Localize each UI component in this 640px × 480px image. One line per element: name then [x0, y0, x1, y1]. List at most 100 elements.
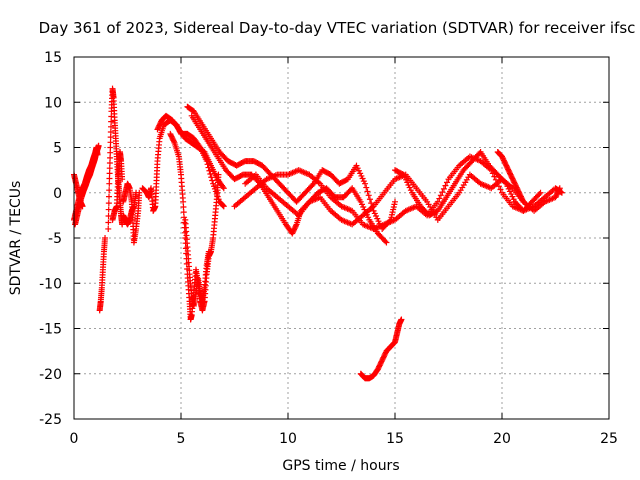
- data-point: [133, 189, 140, 196]
- data-point: [220, 185, 227, 192]
- x-tick-label: 15: [386, 431, 404, 447]
- data-point: [536, 191, 543, 198]
- data-point: [79, 203, 86, 210]
- plot-frame: [73, 56, 610, 420]
- data-point: [497, 186, 504, 193]
- data-point: [105, 219, 112, 226]
- data-point: [180, 198, 187, 205]
- data-point: [437, 192, 444, 199]
- data-point: [107, 123, 114, 130]
- data-point: [215, 171, 222, 178]
- data-point: [366, 196, 373, 203]
- data-point: [364, 188, 371, 195]
- series-band-b: [242, 171, 563, 228]
- data-point: [368, 200, 375, 207]
- data-point: [209, 177, 216, 184]
- data-point: [108, 118, 115, 125]
- data-point: [292, 222, 299, 229]
- data-point: [107, 144, 114, 151]
- data-point: [537, 189, 544, 196]
- data-point: [443, 179, 450, 186]
- data-point: [399, 171, 406, 178]
- series-band-c: [392, 149, 544, 219]
- data-point: [119, 176, 126, 183]
- data-point: [206, 167, 213, 174]
- data-point: [106, 170, 113, 177]
- data-point: [119, 221, 126, 228]
- data-point: [106, 180, 113, 187]
- tick-labels: 0 5 10 15 20 25 15 10 5 0 -5 -10 -15 -20 -25: [39, 50, 618, 447]
- data-point: [108, 113, 115, 120]
- data-point: [106, 187, 113, 194]
- series-high-a: [184, 103, 398, 232]
- data-point: [365, 192, 372, 199]
- data-point: [107, 154, 114, 161]
- series-early-c: [71, 171, 86, 210]
- data-point: [491, 173, 498, 180]
- data-point: [220, 203, 227, 210]
- data-point: [519, 197, 526, 204]
- data-point: [558, 189, 565, 196]
- data-point: [556, 186, 563, 193]
- series-dip-a: [96, 235, 109, 314]
- data-point: [106, 193, 113, 200]
- y-tick-label: -5: [48, 231, 62, 247]
- x-tick-label: 25: [600, 431, 618, 447]
- data-point: [502, 179, 509, 186]
- data-point: [170, 138, 177, 145]
- series-mid-b: [154, 112, 227, 192]
- data-point: [520, 198, 527, 205]
- x-tick-label: 10: [279, 431, 297, 447]
- x-tick-label: 0: [70, 431, 79, 447]
- y-tick-label: -10: [39, 276, 62, 292]
- y-tick-label: -15: [39, 322, 62, 338]
- data-point: [205, 248, 212, 255]
- data-point: [434, 198, 441, 205]
- data-point: [219, 202, 226, 209]
- data-point: [439, 189, 446, 196]
- data-point: [442, 182, 449, 189]
- y-tick-label: 5: [53, 141, 62, 157]
- series-spike-b: [109, 149, 126, 223]
- series-trough-b: [120, 189, 140, 228]
- y-axis-label: SDTVAR / TECUs: [8, 181, 24, 296]
- data-points: [71, 85, 565, 382]
- data-point: [382, 238, 389, 245]
- data-point: [436, 195, 443, 202]
- data-point: [105, 206, 112, 213]
- data-point: [207, 171, 214, 178]
- data-point: [180, 203, 187, 210]
- data-point: [106, 160, 113, 167]
- y-tick-label: 15: [44, 50, 62, 66]
- x-axis-label: GPS time / hours: [282, 458, 399, 474]
- grid: [74, 57, 609, 419]
- data-point: [107, 134, 114, 141]
- data-point: [362, 180, 369, 187]
- x-tick-label: 5: [177, 431, 186, 447]
- data-point: [106, 165, 113, 172]
- series-low-arc: [357, 316, 405, 382]
- data-point: [220, 202, 227, 209]
- data-point: [398, 316, 405, 323]
- series-dip-c: [182, 216, 212, 309]
- series-spike-a: [105, 85, 126, 232]
- data-point: [392, 198, 398, 205]
- data-point: [107, 139, 114, 146]
- data-point: [107, 149, 114, 156]
- data-point: [363, 184, 370, 191]
- series-band-d: [494, 149, 527, 205]
- y-tick-label: 10: [44, 95, 62, 111]
- data-point: [180, 209, 187, 216]
- data-point: [219, 183, 226, 190]
- data-point: [208, 174, 215, 181]
- data-point: [440, 185, 447, 192]
- data-point: [107, 128, 114, 135]
- data-point: [105, 225, 112, 232]
- data-point: [102, 235, 109, 241]
- data-point: [383, 239, 390, 246]
- y-tick-label: 0: [53, 186, 62, 202]
- chart-title: Day 361 of 2023, Sidereal Day-to-day VTE…: [39, 19, 636, 37]
- y-tick-label: -20: [39, 367, 62, 383]
- data-point: [105, 200, 112, 207]
